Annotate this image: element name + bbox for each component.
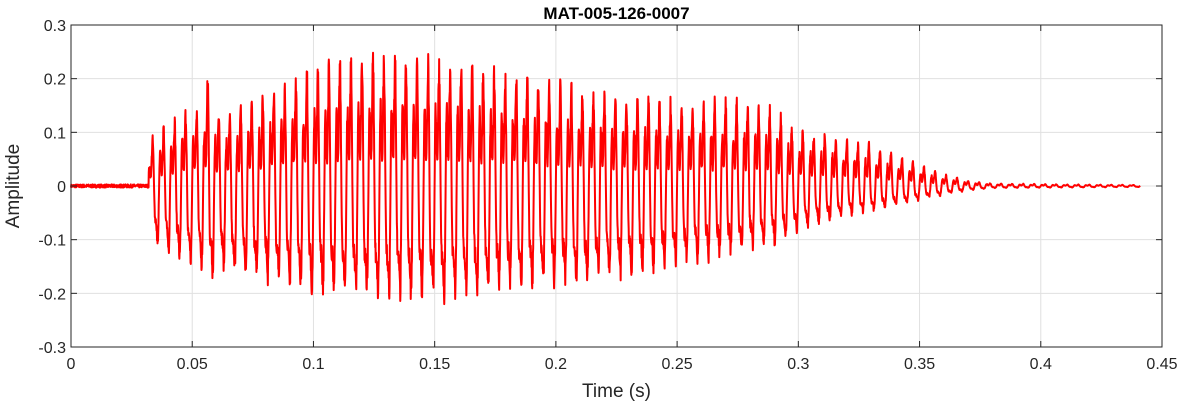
- series-layer: [70, 51, 1141, 306]
- y-tick-label: 0.1: [44, 125, 66, 142]
- y-tick-label: -0.1: [38, 233, 66, 250]
- x-tick-label: 0.3: [787, 356, 809, 373]
- x-tick-label: 0.05: [177, 356, 208, 373]
- ticks: 0 0.05 0.1 0.15 0.2 0.25 0.3 0.35 0.4 0.45 -0.3 -0.…: [38, 18, 1177, 373]
- x-axis-label: Time (s): [582, 381, 651, 402]
- x-tick-label: 0.15: [419, 356, 450, 373]
- x-tick-label: 0.2: [545, 356, 567, 373]
- chart-title: MAT-005-126-0007: [543, 4, 689, 23]
- x-tick-label: 0.45: [1146, 356, 1177, 373]
- y-tick-label: 0: [57, 179, 66, 196]
- x-tick-label: 0: [67, 356, 76, 373]
- y-axis-label: Amplitude: [3, 144, 24, 229]
- waveform-line: [70, 51, 1141, 306]
- x-tick-label: 0.25: [662, 356, 693, 373]
- x-tick-label: 0.4: [1030, 356, 1052, 373]
- y-tick-label: -0.2: [38, 286, 66, 303]
- y-tick-label: -0.3: [38, 340, 66, 357]
- x-tick-label: 0.35: [904, 356, 935, 373]
- y-tick-label: 0.2: [44, 72, 66, 89]
- y-tick-label: 0.3: [44, 18, 66, 35]
- x-tick-label: 0.1: [302, 356, 324, 373]
